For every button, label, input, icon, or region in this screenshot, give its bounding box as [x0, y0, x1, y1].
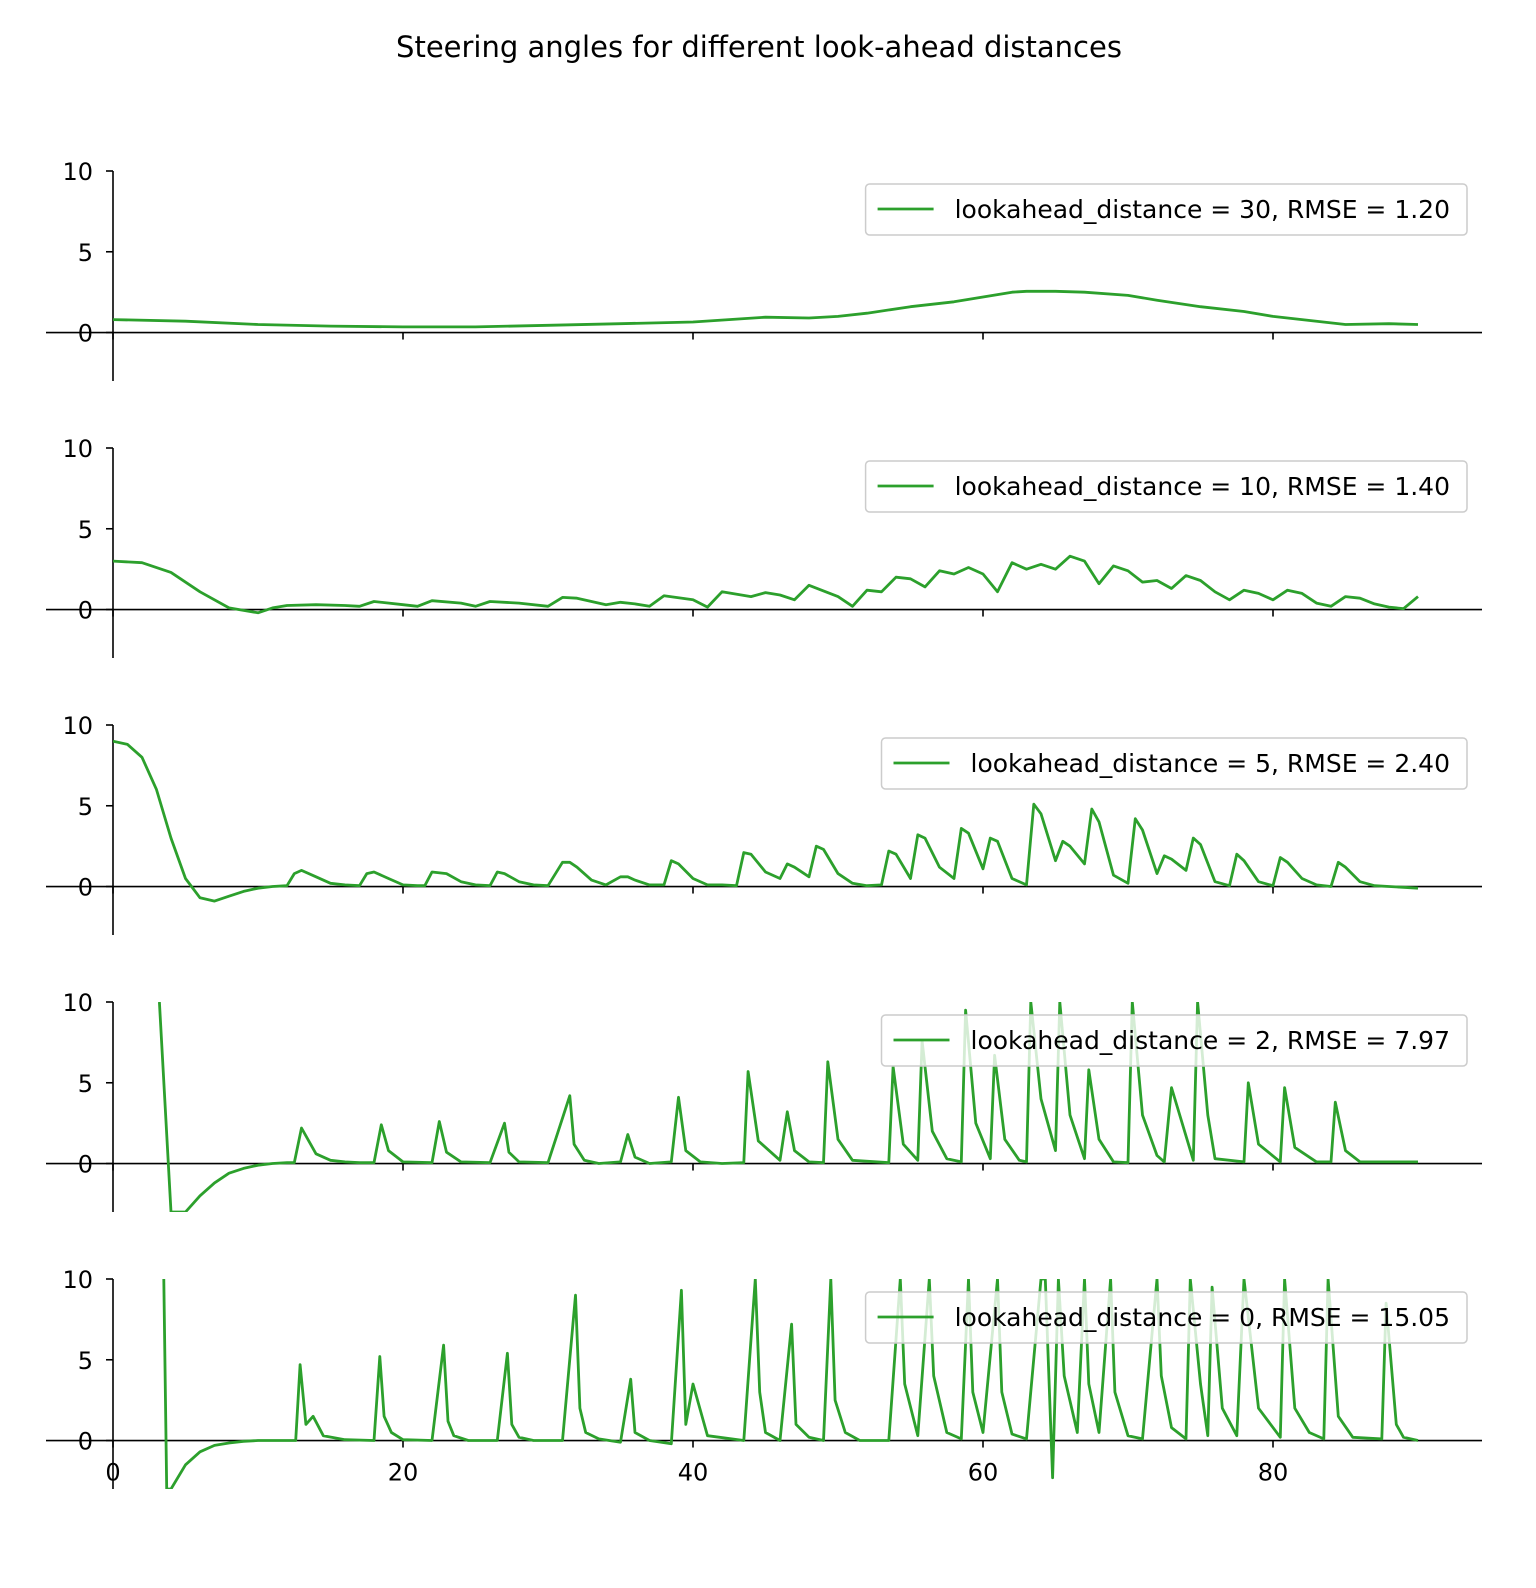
subplot-2: 10 5 0 lookahead_distance = 10, RMSE = 1.40 — [46, 435, 1482, 658]
series-line — [113, 554, 1419, 615]
y-tick-label: 5 — [78, 1070, 93, 1098]
subplot-1: 10 5 0 lookahead_distance = 30, RMSE = 1.20 — [46, 158, 1482, 381]
legend-box — [864, 1291, 1468, 1344]
legend-label: lookahead_distance = 0, RMSE = 15.05 — [955, 1303, 1450, 1332]
y-tick-label: 0 — [78, 874, 93, 902]
series-line — [158, 1002, 1418, 1212]
chart-title: Steering angles for different look-ahead… — [396, 30, 1122, 64]
legend-box — [864, 183, 1468, 236]
y-tick-label: 0 — [78, 1428, 93, 1456]
legend: lookahead_distance = 2, RMSE = 7.97 — [880, 1014, 1468, 1067]
y-tick-label: 10 — [62, 1266, 93, 1294]
series-line — [162, 1279, 1419, 1489]
legend-label: lookahead_distance = 30, RMSE = 1.20 — [955, 195, 1450, 224]
legend-label: lookahead_distance = 2, RMSE = 7.97 — [971, 1026, 1451, 1055]
x-tick-label: 40 — [678, 1459, 709, 1487]
legend-box — [880, 1014, 1468, 1067]
y-tick-label: 5 — [78, 239, 93, 267]
y-tick-label: 10 — [62, 989, 93, 1017]
x-tick-label: 0 — [105, 1459, 120, 1487]
y-tick-label: 5 — [78, 1347, 93, 1375]
y-tick-label: 5 — [78, 793, 93, 821]
x-tick-label: 60 — [968, 1459, 999, 1487]
legend-box — [864, 460, 1468, 513]
subplots: 10 5 0 lookahead_distance = 30, RMSE = 1.20… — [46, 158, 1482, 1489]
legend: lookahead_distance = 30, RMSE = 1.20 — [864, 183, 1468, 236]
legend: lookahead_distance = 0, RMSE = 15.05 — [864, 1291, 1468, 1344]
subplot-5: 10 5 00 20 40 60 80 lookahead_distance = 0, RMS… — [46, 1266, 1482, 1489]
y-tick-label: 10 — [62, 158, 93, 186]
legend-label: lookahead_distance = 10, RMSE = 1.40 — [955, 472, 1450, 501]
legend: lookahead_distance = 5, RMSE = 2.40 — [880, 737, 1468, 790]
y-tick-label: 5 — [78, 516, 93, 544]
y-tick-label: 10 — [62, 712, 93, 740]
legend: lookahead_distance = 10, RMSE = 1.40 — [864, 460, 1468, 513]
y-tick-label: 0 — [78, 320, 93, 348]
legend-label: lookahead_distance = 5, RMSE = 2.40 — [971, 749, 1451, 778]
y-tick-label: 0 — [78, 1151, 93, 1179]
series-line — [113, 739, 1419, 903]
y-tick-label: 10 — [62, 435, 93, 463]
legend-box — [880, 737, 1468, 790]
x-tick-label: 80 — [1258, 1459, 1289, 1487]
x-tick-label: 20 — [388, 1459, 419, 1487]
subplot-4: 10 5 0 lookahead_distance = 2, RMSE = 7.97 — [46, 989, 1482, 1212]
subplot-3: 10 5 0 lookahead_distance = 5, RMSE = 2.40 — [46, 712, 1482, 935]
y-tick-label: 0 — [78, 597, 93, 625]
series-line — [113, 289, 1419, 329]
